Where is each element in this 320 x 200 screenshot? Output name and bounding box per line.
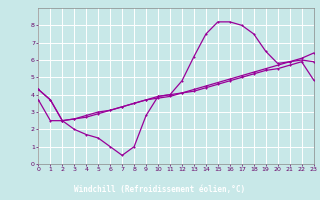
Text: Windchill (Refroidissement éolien,°C): Windchill (Refroidissement éolien,°C) bbox=[75, 185, 245, 194]
